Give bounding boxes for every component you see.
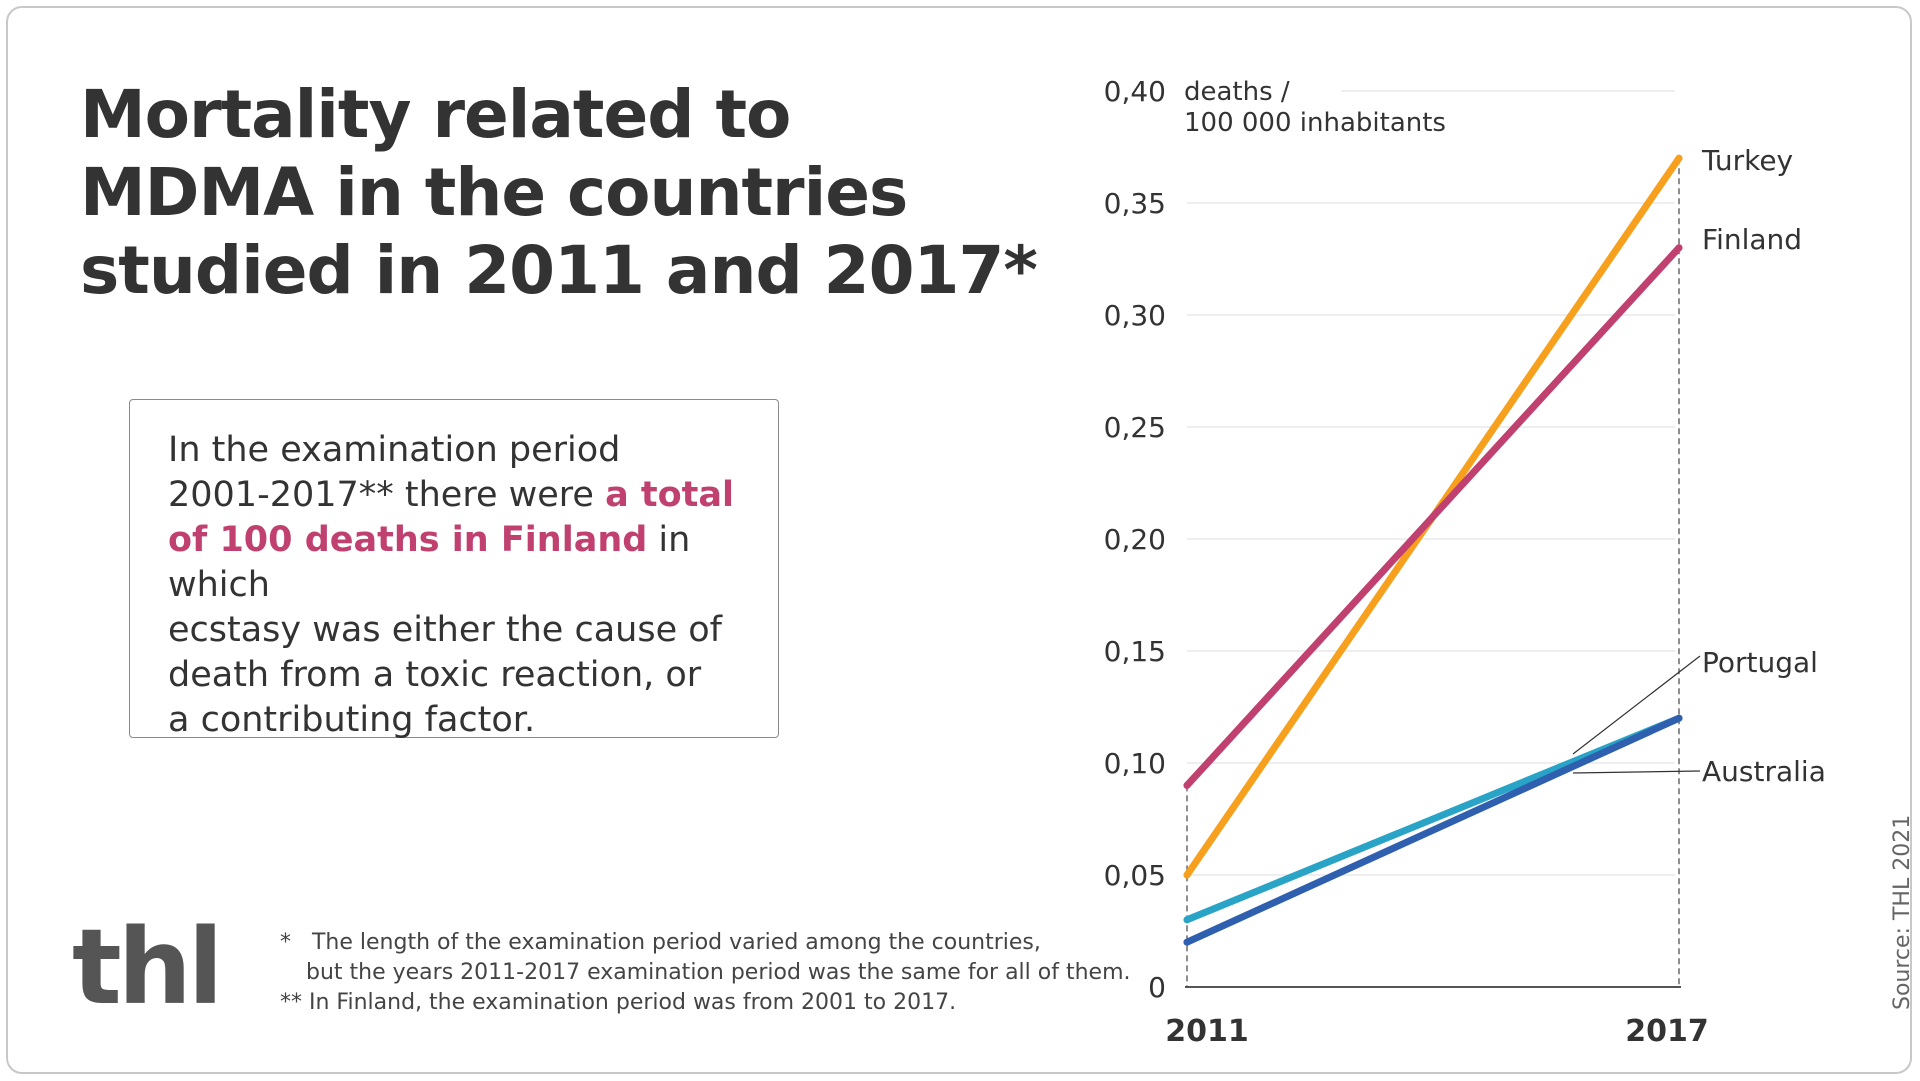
series-label-finland: Finland	[1702, 223, 1802, 256]
y-tick-label: 0,30	[1104, 299, 1166, 332]
data-point-turkey	[1183, 871, 1191, 879]
data-point-finland	[1675, 244, 1683, 252]
y-tick-label: 0,10	[1104, 747, 1166, 780]
title-line: Mortality related to	[80, 76, 791, 153]
footnotes: * The length of the examination period v…	[280, 928, 1131, 1018]
y-axis-label: 100 000 inhabitants	[1184, 108, 1446, 138]
title-line: MDMA in the countries	[80, 154, 908, 231]
series-line-finland	[1183, 244, 1683, 789]
title-line: studied in 2011 and 2017*	[80, 232, 1038, 309]
footnote: ** In Finland, the examination period wa…	[280, 990, 957, 1015]
data-point-finland	[1183, 781, 1191, 789]
y-tick-label: 0	[1148, 971, 1166, 1004]
x-tick-label: 2017	[1625, 1014, 1709, 1049]
footnote: * The length of the examination period v…	[280, 930, 1041, 955]
y-tick-label: 0,20	[1104, 523, 1166, 556]
info-text: in which	[168, 520, 691, 605]
y-tick-label: 0,25	[1104, 411, 1166, 444]
y-tick-label: 0,05	[1104, 859, 1166, 892]
y-tick-label: 0,35	[1104, 187, 1166, 220]
portugal-leader-line	[1572, 655, 1701, 755]
thl-logo: thl	[72, 906, 223, 1028]
info-highlight: of 100 deaths in Finland	[168, 520, 648, 560]
y-tick-label: 0,15	[1104, 635, 1166, 668]
series-line-australia	[1183, 714, 1683, 946]
series-label-portugal: Portugal	[1702, 646, 1818, 679]
footnote: but the years 2011-2017 examination peri…	[306, 960, 1131, 985]
y-axis-label: deaths /	[1184, 77, 1290, 107]
series-label-turkey: Turkey	[1701, 144, 1793, 177]
info-highlight: a total	[605, 475, 734, 515]
data-point-australia	[1183, 938, 1191, 946]
x-tick-label: 2011	[1165, 1014, 1249, 1049]
info-text: death from a toxic reaction, or	[168, 655, 702, 695]
data-point-australia	[1675, 714, 1683, 722]
info-text: ecstasy was either the cause of	[168, 610, 722, 650]
series-label-australia: Australia	[1702, 755, 1826, 788]
data-point-turkey	[1675, 154, 1683, 162]
card-frame	[6, 6, 1912, 1074]
page-title: Mortality related to MDMA in the countri…	[80, 76, 1038, 310]
australia-leader-line	[1572, 770, 1701, 774]
info-box: In the examination period 2001-2017** th…	[129, 399, 779, 740]
data-point-portugal	[1183, 916, 1191, 924]
info-text: 2001-2017** there were	[168, 475, 606, 515]
y-tick-label: 0,40	[1104, 75, 1166, 108]
info-text: In the examination period	[168, 430, 621, 470]
info-text: a contributing factor.	[168, 700, 536, 740]
